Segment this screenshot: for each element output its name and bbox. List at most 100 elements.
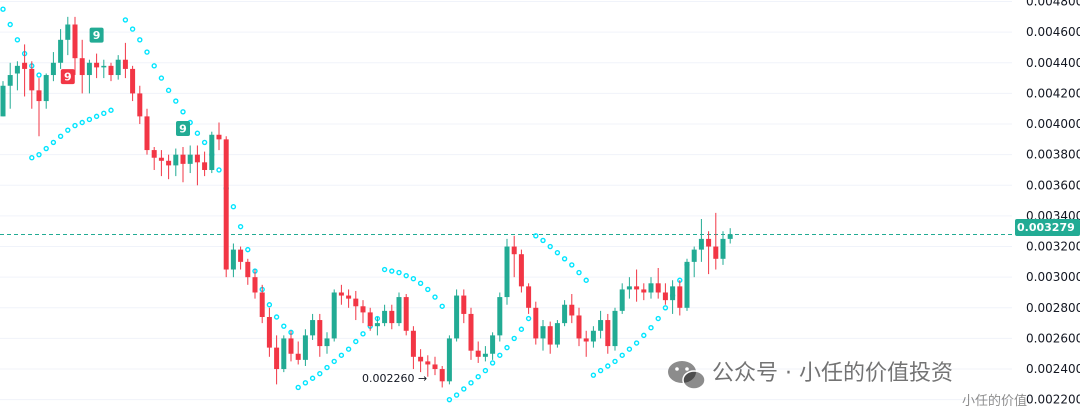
y-tick-label: 0.002800 [1026,301,1080,315]
candle [461,289,467,324]
sar-dot [655,315,661,322]
candle-body [461,295,467,314]
candle-body [238,249,244,262]
candle [720,231,726,265]
y-axis[interactable]: 0.004800 0.004600 0.004400 0.004200 0.004000… [1026,0,1080,407]
sequential-marker-label: 9 [64,71,72,84]
sar-dot [432,294,438,300]
candle [662,283,668,305]
candle-body [634,286,640,290]
candle [670,280,676,314]
sar-dot [662,305,669,311]
y-tick-label: 0.004600 [1026,25,1080,39]
candle [439,365,445,388]
sar-dot [281,323,287,329]
candle [238,246,244,270]
sar-dot [540,237,546,244]
candle-body [374,323,380,327]
sar-dot [79,119,85,126]
last-price-badge [1015,219,1080,236]
candle [274,335,280,385]
candle [526,283,532,314]
candle-body [216,134,222,140]
candle [641,283,647,301]
candle-body [367,312,373,327]
candle-body [468,313,474,351]
candle [259,284,265,324]
candle-body [187,154,193,164]
sar-dot [475,374,481,380]
y-tick-label: 0.003800 [1026,148,1080,162]
candle-body [482,353,488,357]
candle-body [533,307,539,339]
candle [425,355,431,377]
sar-dot [547,243,553,250]
candle-body [130,68,136,94]
sar-dot [151,63,157,69]
watermark: 公众号 · 小任的价值投资 小任的价值 [668,361,1027,409]
y-tick-label: 0.003000 [1026,270,1080,284]
candle [497,292,503,342]
candle-series[interactable] [0,16,733,388]
candle-body [0,85,6,117]
candle [634,269,640,302]
sar-dot [439,303,445,309]
candle [209,131,215,174]
sar-dot [65,127,71,133]
candle-body [317,320,323,347]
candle [547,321,553,354]
candle-body [7,75,13,86]
sar-dot [518,326,525,332]
candle-body [418,356,424,362]
sar-dot [36,72,42,78]
candle-body [259,292,265,317]
candle-body [648,283,654,293]
candle [158,150,164,177]
candle [418,349,424,373]
min-price-annotation: 0.002260 → [362,372,427,385]
candle [410,326,416,370]
candle-body [266,316,272,348]
candle-body [173,154,179,166]
candle [713,212,719,270]
candle [562,300,568,327]
candle-body [353,298,359,307]
sar-dot [194,130,201,136]
candle [0,81,6,117]
candle [490,332,496,360]
candle-body [382,310,388,324]
candle-body [626,286,632,290]
candle-body [439,369,445,382]
candle [137,85,143,125]
candle-body [727,234,733,239]
candle-body [504,246,510,298]
candle-body [662,292,668,301]
candle [727,228,733,244]
candle [454,289,460,342]
candle [65,16,71,56]
candle-body [677,286,683,308]
grid [0,1,1012,401]
candle-body [230,249,236,270]
sar-dot [619,352,625,358]
candle [403,294,409,336]
sar-dot [338,352,345,358]
candle-body [605,320,611,347]
candle [72,16,78,76]
sar-dot [648,325,654,331]
sar-dot [72,122,78,129]
candle [94,53,100,79]
candle-body [720,238,726,259]
candle [252,269,258,299]
candle-body [108,65,114,76]
candle [230,243,236,278]
candle-body [612,310,618,347]
candle [360,300,366,324]
candle-body [360,306,366,313]
candle [43,73,49,109]
candle-body [691,249,697,262]
candle-body [346,295,352,299]
candle [353,290,359,321]
sar-dot [302,380,309,386]
